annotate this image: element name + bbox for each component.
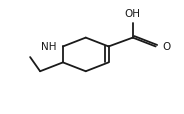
Text: O: O <box>162 42 170 52</box>
Text: OH: OH <box>125 9 141 18</box>
Text: NH: NH <box>41 42 56 52</box>
